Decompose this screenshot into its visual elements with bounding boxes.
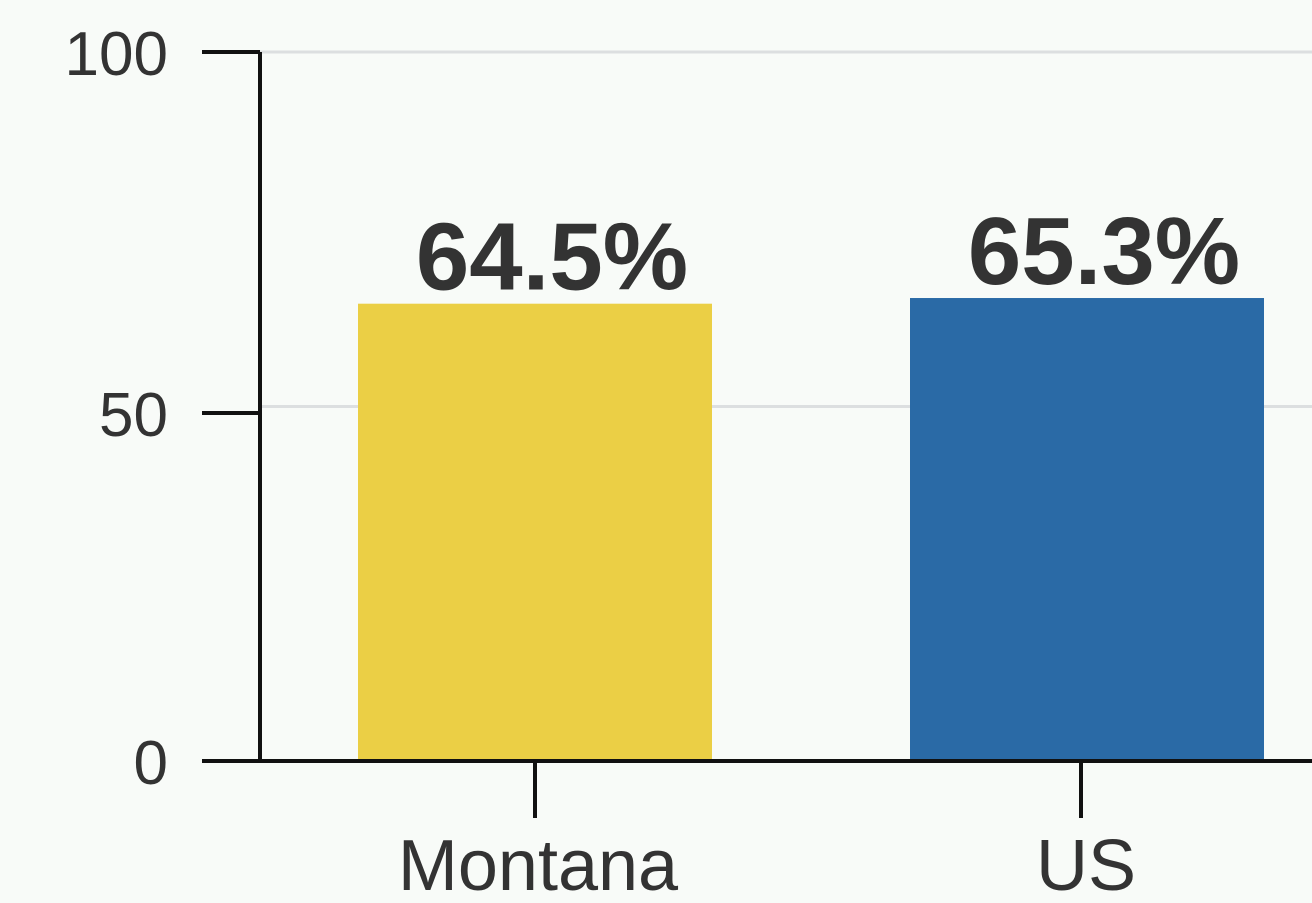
x-categories: Montana US: [398, 761, 1136, 903]
axes: [202, 52, 1312, 763]
bar-us: [910, 298, 1264, 761]
x-tick-label-us: US: [1036, 826, 1136, 903]
y-ticks: 0 50 100: [65, 20, 260, 798]
bars: 64.5% 65.3%: [358, 198, 1264, 761]
bar-montana: [358, 303, 712, 761]
data-label-us: 65.3%: [968, 198, 1240, 305]
y-tick-label: 0: [134, 729, 168, 798]
y-tick-label: 100: [65, 20, 168, 89]
y-tick-label: 50: [99, 381, 168, 450]
data-label-montana: 64.5%: [416, 204, 688, 311]
x-tick-label-montana: Montana: [398, 826, 679, 903]
